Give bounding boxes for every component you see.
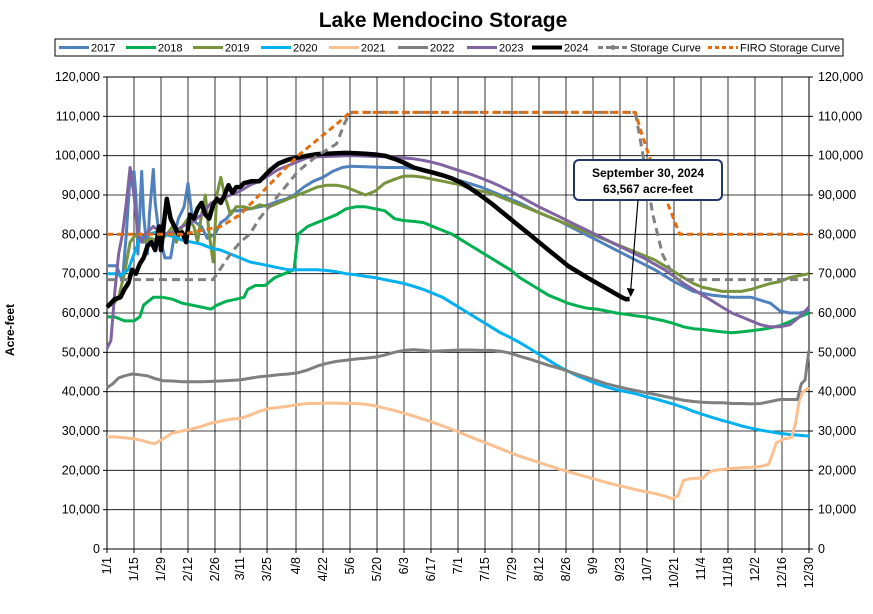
x-tick-label: 7/1 (451, 557, 465, 574)
x-tick-label: 1/29 (154, 557, 168, 581)
y-tick-label-left: 40,000 (62, 385, 100, 399)
callout-box (573, 159, 723, 201)
y-tick-label-left: 0 (93, 542, 100, 556)
y-tick-label-right: 50,000 (818, 345, 856, 359)
y-tick-label-left: 80,000 (62, 227, 100, 241)
series-lines (105, 110, 811, 501)
x-tick-label: 5/6 (343, 557, 357, 574)
chart-title: Lake Mendocino Storage (319, 9, 568, 32)
x-tick-label: 1/15 (127, 557, 141, 581)
y-tick-label-right: 40,000 (818, 385, 856, 399)
series-line-2022 (106, 348, 811, 406)
y-tick-label-right: 110,000 (818, 109, 862, 123)
callout-line-2: 63,567 acre-feet (603, 182, 693, 196)
y-tick-label-left: 60,000 (62, 306, 100, 320)
legend-label: 2019 (225, 43, 249, 55)
y-tick-label-right: 10,000 (818, 503, 856, 517)
y-tick-label-left: 30,000 (62, 424, 100, 438)
x-tick-label: 12/2 (748, 557, 762, 581)
series-line-2023 (105, 154, 811, 350)
series-line-2018 (107, 205, 810, 335)
x-tick-label: 3/11 (233, 557, 247, 580)
x-tick-label: 11/4 (694, 557, 708, 580)
series-line-2024 (105, 150, 630, 309)
y-axis-right: 0 10,000 20,000 30,000 40,000 50,000 60,000 70,… (809, 70, 863, 556)
y-tick-label-left: 50,000 (62, 345, 100, 359)
y-axis-left: 0 10,000 20,000 30,000 40,000 50,000 60,000 70,… (55, 70, 107, 556)
legend-label: 2023 (499, 43, 523, 55)
y-tick-label-right: 120,000 (818, 70, 863, 84)
callout-arrowhead (626, 287, 635, 297)
x-tick-label: 12/16 (775, 557, 789, 588)
legend-label: Storage Curve (630, 43, 701, 55)
legend-label: 2022 (430, 43, 454, 55)
y-tick-label-right: 100,000 (818, 149, 863, 163)
legend-label: 2018 (158, 43, 182, 55)
x-tick-label: 7/29 (505, 557, 519, 581)
y-tick-label-right: 30,000 (818, 424, 856, 438)
legend-label: 2020 (293, 43, 317, 55)
x-axis: 1/1 1/15 1/29 2/12 2/26 3/11 3/25 4/8 4/22 5/6 5/2… (100, 549, 816, 588)
x-tick-label: 12/30 (802, 557, 816, 588)
chart-legend: 2017 2018 2019 2020 2021 2022 2023 2024 Storage … (54, 38, 844, 57)
legend-box (54, 38, 844, 57)
y-tick-label-left: 100,000 (55, 149, 100, 163)
x-tick-label: 8/26 (559, 557, 573, 581)
y-tick-label-left: 70,000 (62, 267, 100, 281)
legend-label: 2017 (91, 43, 115, 55)
x-tick-label: 11/18 (721, 557, 735, 587)
y-tick-label-left: 20,000 (62, 463, 100, 477)
x-tick-label: 9/23 (613, 557, 627, 581)
series-line-2020 (107, 230, 810, 438)
x-tick-label: 8/12 (532, 557, 546, 581)
x-tick-label: 2/12 (181, 557, 195, 581)
y-tick-label-right: 80,000 (818, 227, 856, 241)
x-tick-label: 4/22 (316, 557, 330, 581)
x-tick-label: 3/25 (260, 557, 274, 581)
x-tick-label: 6/17 (424, 557, 438, 581)
series-line-2019 (107, 174, 810, 307)
x-tick-label: 7/15 (478, 557, 492, 581)
y-tick-label-right: 70,000 (818, 267, 856, 281)
callout-annotation: September 30, 2024 63,567 acre-feet (573, 159, 723, 297)
y-tick-label-left: 120,000 (55, 70, 100, 84)
legend-label: 2021 (361, 43, 385, 55)
x-tick-label: 10/21 (667, 557, 681, 588)
y-tick-label-left: 110,000 (56, 109, 100, 123)
x-tick-label: 2/26 (208, 557, 222, 581)
callout-pointer (630, 199, 639, 292)
x-tick-label: 6/3 (397, 557, 411, 574)
y-tick-label-right: 0 (818, 542, 825, 556)
legend-label: 2024 (564, 43, 588, 55)
legend-label: FIRO Storage Curve (740, 43, 840, 55)
series-line-2021 (107, 386, 810, 501)
y-tick-label-left: 10,000 (62, 503, 100, 517)
x-tick-label: 5/20 (370, 557, 384, 581)
y-tick-label-right: 20,000 (818, 463, 856, 477)
x-tick-label: 10/7 (640, 557, 654, 581)
legend-marker (610, 45, 616, 50)
x-tick-label: 9/9 (586, 557, 600, 574)
y-tick-label-right: 90,000 (818, 188, 856, 202)
callout-line-1: September 30, 2024 (592, 166, 704, 180)
y-axis-label: Acre-feet (3, 304, 17, 356)
y-tick-label-right: 60,000 (818, 306, 856, 320)
x-tick-label: 1/1 (100, 557, 114, 574)
x-tick-label: 4/8 (289, 557, 303, 574)
y-tick-label-left: 90,000 (62, 188, 100, 202)
